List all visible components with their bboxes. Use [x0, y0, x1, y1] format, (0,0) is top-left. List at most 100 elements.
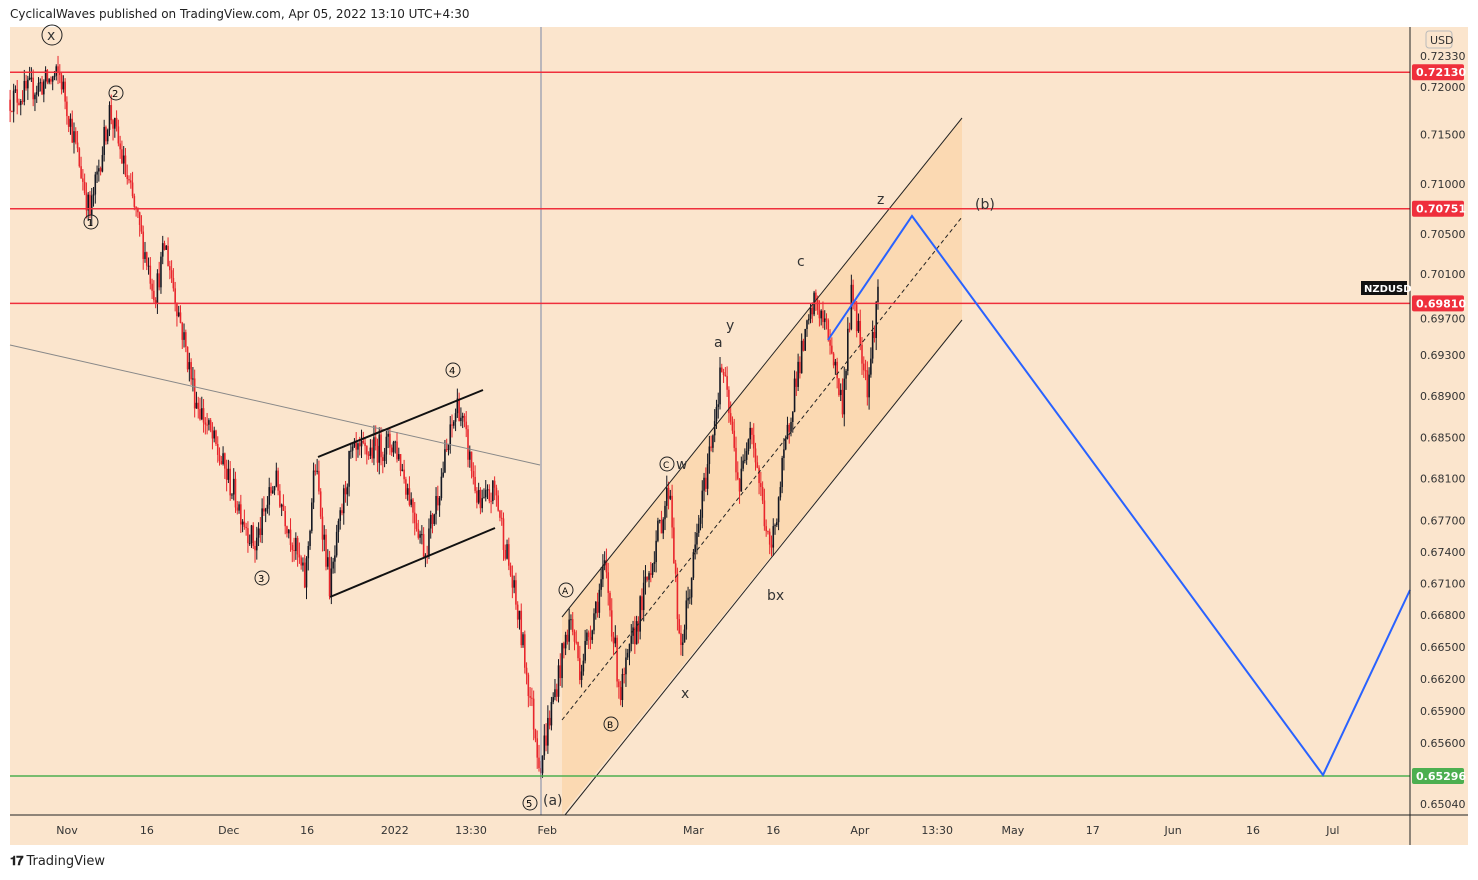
candle-body [337, 520, 340, 532]
price-tick: 0.66200 [1420, 673, 1466, 686]
candle-body [518, 610, 521, 620]
candle-body [843, 378, 846, 415]
candle-body [864, 370, 867, 372]
candle-body [456, 398, 459, 414]
candle-body [133, 196, 136, 207]
candle-body [117, 126, 120, 144]
candle-body [11, 110, 13, 112]
candle-body [405, 479, 407, 495]
candle-body [21, 100, 24, 102]
candle-body [209, 420, 212, 431]
candle-body [713, 421, 716, 436]
candle-body [64, 81, 66, 102]
candle-body [243, 521, 246, 527]
wave-label-a: a [714, 335, 723, 351]
candle-body [877, 286, 879, 302]
candle-body [399, 454, 402, 471]
candle-body [342, 488, 345, 514]
candle-body [605, 560, 608, 573]
candle-body [422, 534, 425, 557]
candle-body [83, 181, 86, 194]
candle-body [568, 619, 570, 642]
candle-body [687, 597, 689, 601]
candle-body [696, 532, 698, 545]
candle-body [747, 439, 750, 452]
tradingview-footer[interactable]: 𝟏𝟕 TradingView [10, 854, 105, 869]
candle-body [444, 449, 446, 473]
wave-label-b-paren: (b) [975, 197, 995, 213]
price-tick: 0.68900 [1420, 390, 1466, 403]
candle-body [279, 490, 281, 507]
candle-body [280, 504, 283, 507]
candle-body [172, 277, 175, 289]
candle-body [325, 534, 327, 567]
candle-body [871, 331, 874, 359]
candle-body [332, 561, 334, 569]
wave-label-C: C [663, 461, 669, 471]
candle-body [735, 447, 737, 473]
candle-body [777, 497, 780, 523]
candle-body [692, 552, 695, 578]
candle-body [729, 413, 732, 422]
candle-body [277, 470, 279, 491]
candle-body [626, 652, 629, 658]
currency-button[interactable] [1425, 30, 1453, 49]
candle-body [641, 596, 643, 611]
candle-body [580, 671, 583, 680]
candle-body [112, 120, 114, 129]
candle-body [538, 757, 540, 769]
candle-body [616, 637, 618, 682]
wave-label-4: 4 [449, 366, 455, 377]
price-tick: 0.70500 [1420, 228, 1466, 241]
wave-label-y: y [726, 318, 734, 334]
candle-body [545, 735, 547, 746]
candle-body [397, 454, 400, 460]
candle-body [167, 245, 169, 267]
candle-body [147, 265, 150, 267]
candle-body [484, 490, 487, 498]
candle-body [669, 495, 672, 499]
candle-body [722, 371, 725, 375]
price-tick-top: 0.72330 [1420, 50, 1466, 63]
candle-body [225, 468, 228, 480]
candle-body [98, 168, 100, 172]
candle-body [421, 534, 423, 536]
candle-body [832, 353, 835, 366]
candle-body [738, 478, 741, 492]
candle-body [733, 430, 736, 448]
candle-body [779, 487, 782, 498]
candle-body [437, 496, 439, 506]
candle-body [697, 523, 700, 533]
candle-body [193, 378, 196, 409]
candle-body [740, 468, 743, 492]
wave-label-z: z [877, 192, 884, 208]
candle-body [825, 318, 828, 321]
candle-body [807, 318, 810, 321]
price-tick: 0.66500 [1420, 641, 1466, 654]
candle-body [92, 194, 95, 196]
candle-body [330, 568, 333, 597]
candle-body [23, 80, 26, 102]
channel-upper [561, 117, 963, 618]
time-tick: 13:30 [921, 824, 953, 837]
candle-body [529, 696, 531, 698]
candle-body [566, 634, 569, 642]
candle-body [717, 404, 720, 407]
candle-body [451, 424, 453, 426]
time-tick: Apr [850, 824, 870, 837]
candle-body [341, 510, 343, 514]
candle-body [96, 171, 98, 175]
candle-body [577, 642, 579, 659]
candle-body [474, 476, 476, 491]
candle-body [579, 658, 581, 680]
candle-body [476, 490, 478, 503]
candle-body [658, 520, 661, 522]
candle-body [678, 619, 681, 634]
candle-body [561, 643, 563, 679]
candle-body [458, 398, 460, 422]
candle-body [506, 544, 508, 559]
candle-body [236, 507, 239, 511]
candle-body [264, 508, 267, 512]
candle-body [593, 613, 595, 631]
